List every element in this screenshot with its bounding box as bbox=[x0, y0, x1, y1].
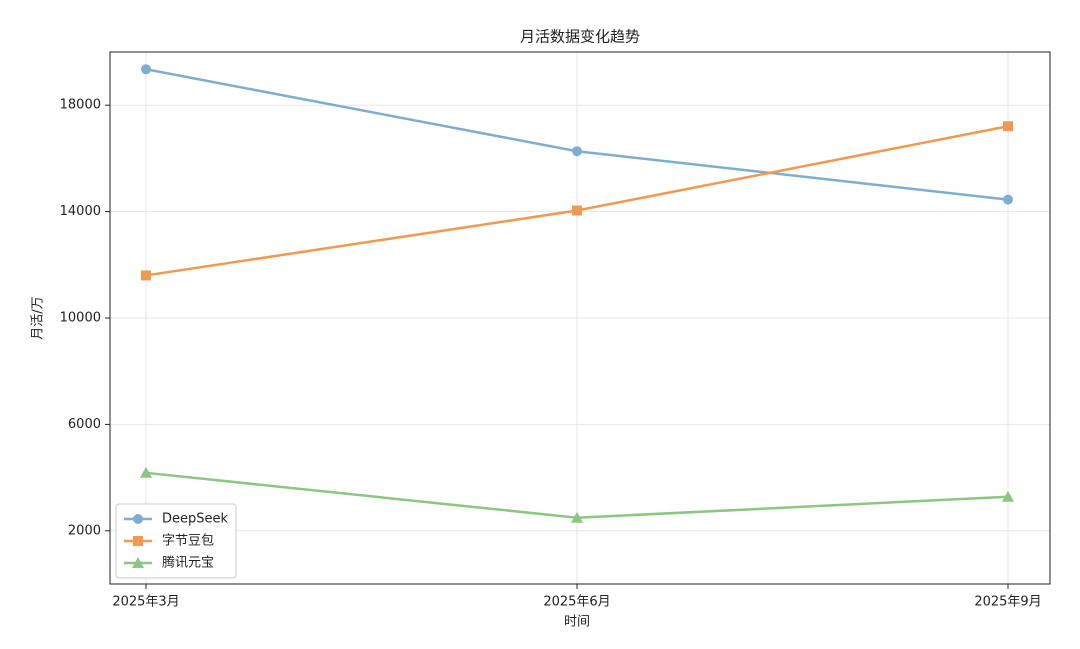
y-axis-label: 月活/万 bbox=[31, 296, 46, 339]
marker bbox=[1003, 121, 1013, 132]
legend-box bbox=[115, 503, 237, 579]
legend-label: 字节豆包 bbox=[162, 534, 214, 549]
x-tick-label: 2025年3月 bbox=[112, 595, 179, 610]
legend-label: 腾讯元宝 bbox=[162, 555, 214, 571]
y-tick-label: 6000 bbox=[68, 417, 101, 432]
marker bbox=[1002, 490, 1014, 502]
marker bbox=[1003, 194, 1013, 205]
marker bbox=[572, 146, 582, 157]
marker bbox=[572, 205, 582, 216]
y-tick-label: 18000 bbox=[60, 98, 101, 113]
x-axis-label: 时间 bbox=[564, 615, 590, 630]
legend-label: DeepSeek bbox=[162, 512, 229, 527]
marker bbox=[133, 514, 143, 524]
y-tick-label: 14000 bbox=[60, 204, 101, 219]
y-tick-label: 2000 bbox=[68, 523, 101, 538]
marker bbox=[133, 536, 143, 546]
x-tick-label: 2025年6月 bbox=[543, 595, 610, 610]
chart-title: 月活数据变化趋势 bbox=[520, 28, 640, 46]
x-tick-label: 2025年9月 bbox=[974, 595, 1041, 610]
marker bbox=[141, 270, 151, 281]
y-tick-label: 10000 bbox=[60, 311, 101, 326]
marker bbox=[140, 466, 152, 478]
marker bbox=[132, 557, 144, 568]
plot-frame bbox=[109, 51, 1051, 585]
marker bbox=[571, 511, 583, 523]
marker bbox=[141, 64, 151, 75]
